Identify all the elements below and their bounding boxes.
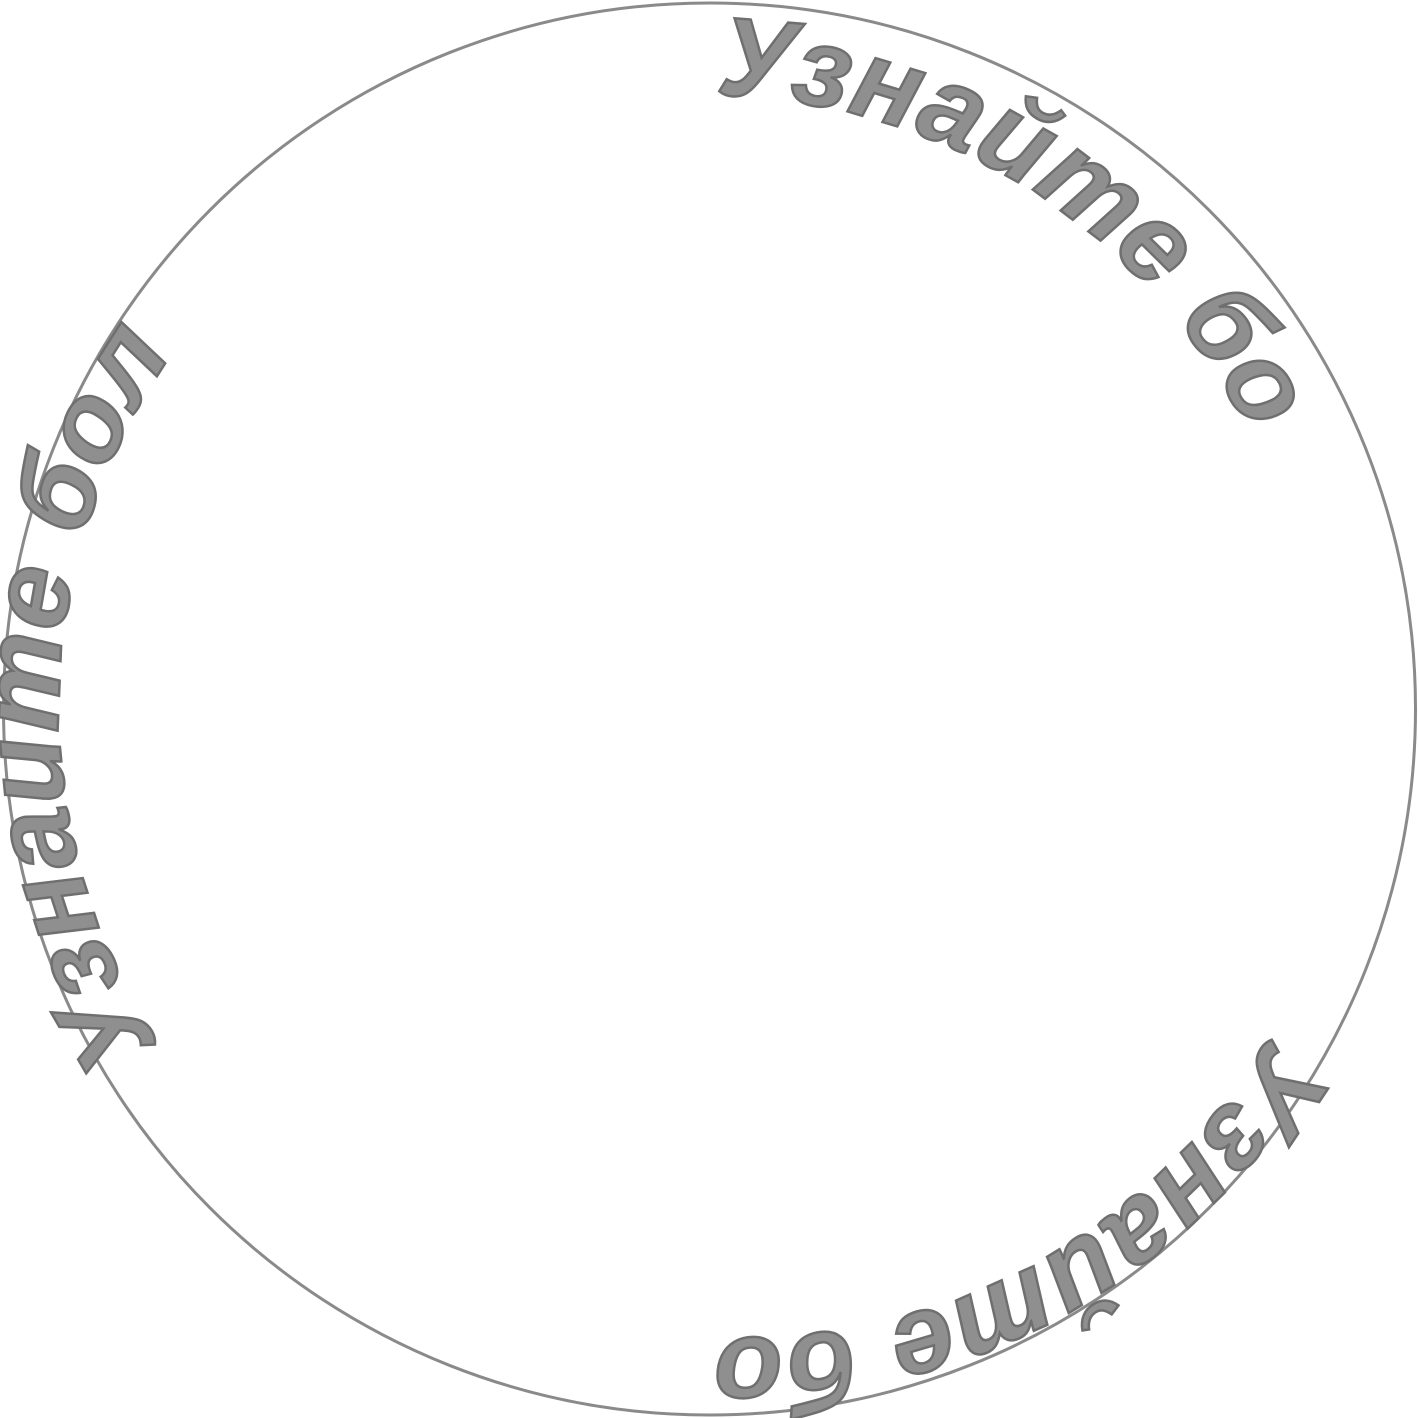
arc-text-left: Узнайте больше [0, 0, 193, 1096]
arc-text-left-label: Узнайте больше [0, 0, 194, 1097]
arc-text-top-right-label: Узнайте больше [0, 0, 1340, 448]
arc-text-top-right: Узнайте больше [0, 0, 1340, 447]
